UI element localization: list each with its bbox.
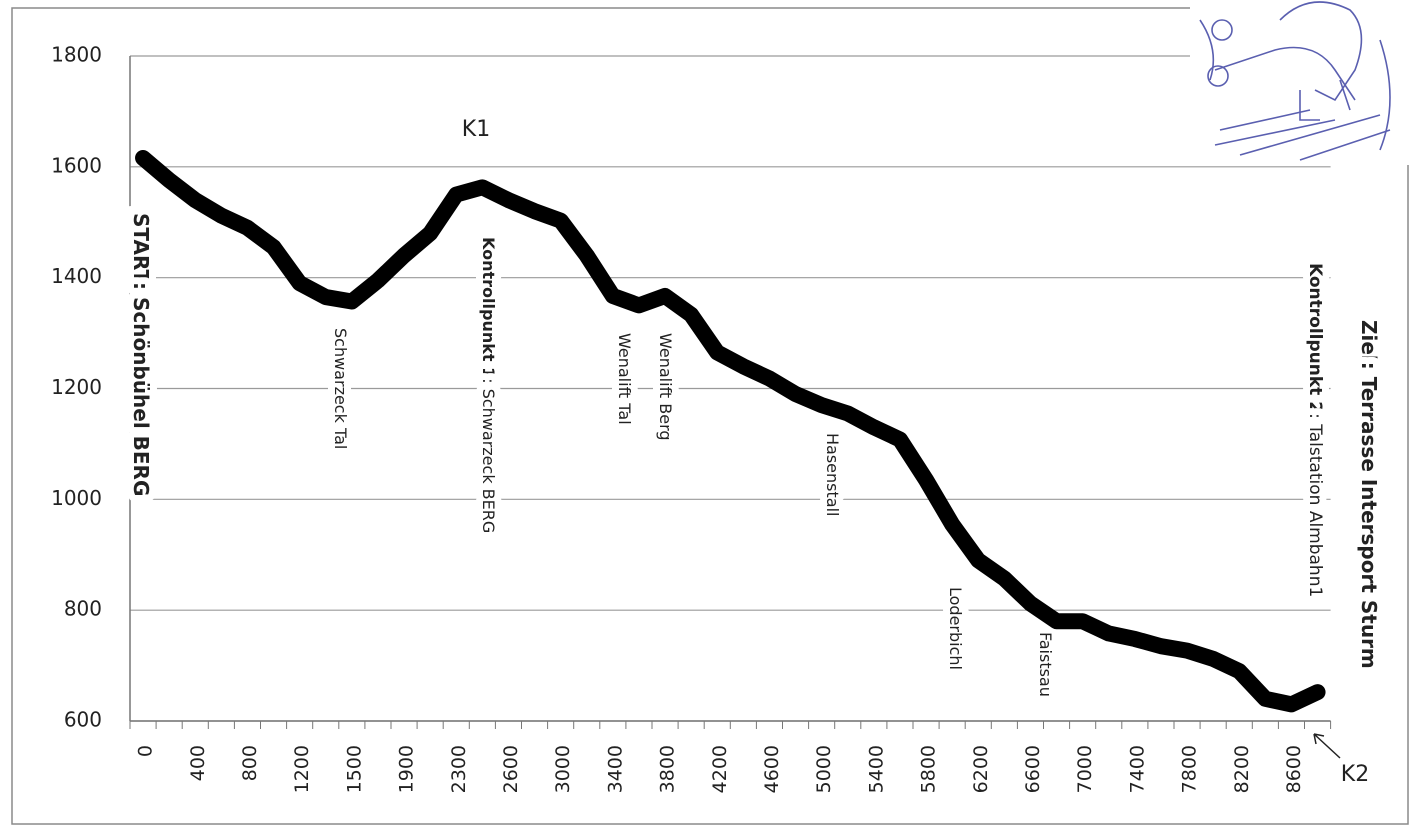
annotation-part: Hasenstall [824, 433, 843, 516]
x-tick-label: 0 [135, 745, 157, 757]
x-tick-label: 1900 [396, 745, 418, 793]
y-tick-label: 1800 [51, 43, 102, 67]
x-tick-label: 3800 [657, 745, 679, 793]
y-tick-label: 1200 [51, 375, 102, 399]
annotation-part: Wenalift Tal [616, 333, 635, 425]
x-tick-label: 4200 [709, 745, 731, 793]
annotation-part: START [130, 213, 154, 283]
annotation: Faistsau [1037, 632, 1056, 697]
annotation-part: : Talstation Almbahn1 [1305, 413, 1325, 597]
marker-label: K2 [1341, 762, 1369, 787]
annotation: Wenalift Tal [616, 333, 635, 425]
y-tick-label: 1000 [51, 486, 102, 510]
x-tick-label: 7000 [1074, 745, 1096, 793]
x-tick-label: 2600 [500, 745, 522, 793]
annotation: Ziel: Terrasse Intersport Sturm [1358, 320, 1382, 669]
x-tick-label: 6600 [1022, 745, 1044, 793]
y-tick-label: 1600 [51, 153, 102, 177]
x-tick-label: 400 [187, 745, 209, 781]
annotation-part: : Schönbühel BERG [130, 282, 154, 496]
marker-arrow [1313, 733, 1341, 759]
chart-frame [11, 7, 1409, 825]
annotation-part: Loderbichl [947, 587, 966, 670]
x-tick-label: 800 [239, 745, 261, 781]
x-tick-label: 7800 [1179, 745, 1201, 793]
y-tick-label: 1400 [51, 264, 102, 288]
annotation-part: Wenalift Berg [657, 333, 676, 441]
annotation: Hasenstall [824, 433, 843, 516]
x-tick-label: 1500 [343, 745, 365, 793]
annotation: Kontrollpunkt 1: Schwarzeck BERG [480, 237, 499, 533]
annotation: Schwarzeck Tal [332, 328, 351, 449]
x-tick-label: 3000 [552, 745, 574, 793]
annotation: Loderbichl [947, 587, 966, 670]
sketch [1190, 0, 1418, 165]
annotation: START: Schönbühel BERG [130, 213, 154, 496]
x-tick-label: 5800 [918, 745, 940, 793]
annotation-part: Schwarzeck Tal [332, 328, 351, 449]
annotation-part: Ziel [1358, 320, 1382, 362]
annotation-part: Kontrollpunkt 2 [1305, 263, 1325, 413]
marker-label: K1 [462, 117, 490, 142]
y-tick-label: 800 [64, 597, 102, 621]
x-tick-label: 3400 [604, 745, 626, 793]
x-tick-label: 6200 [970, 745, 992, 793]
x-tick-label: 5000 [813, 745, 835, 793]
annotation: Wenalift Berg [657, 333, 676, 441]
x-tick-label: 7400 [1126, 745, 1148, 793]
annotation-part: Kontrollpunkt 1 [480, 237, 499, 378]
annotation-part: : Schwarzeck BERG [480, 378, 499, 533]
x-tick-label: 8200 [1231, 745, 1253, 793]
x-tick-label: 1200 [291, 745, 313, 793]
x-tick-label: 2300 [448, 745, 470, 793]
x-tick-label: 4600 [761, 745, 783, 793]
x-tick-label: 5400 [865, 745, 887, 793]
annotation-part: : Terrasse Intersport Sturm [1358, 362, 1382, 669]
line-series [135, 149, 1326, 713]
annotation: Kontrollpunkt 2: Talstation Almbahn1 [1305, 263, 1325, 597]
annotation-part: Faistsau [1037, 632, 1056, 697]
x-tick-label: 8600 [1283, 745, 1305, 793]
y-tick-label: 600 [64, 708, 102, 732]
